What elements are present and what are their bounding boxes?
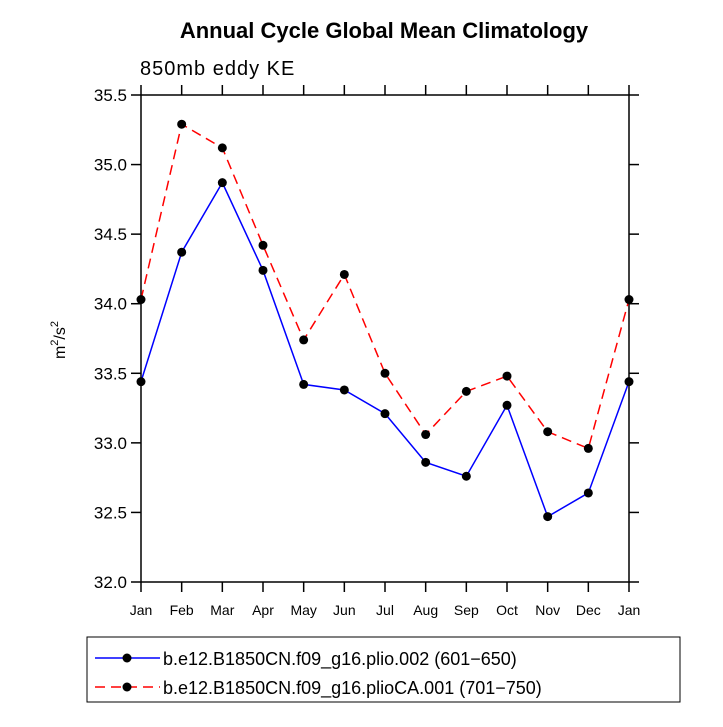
- x-tick-label: Sep: [454, 602, 479, 618]
- legend-label: b.e12.B1850CN.f09_g16.plio.002 (601−650): [163, 649, 517, 670]
- x-tick-label: May: [290, 602, 316, 618]
- y-tick-label: 33.0: [94, 434, 127, 453]
- plot-frame: [140, 94, 630, 583]
- x-tick-label: Jan: [130, 602, 153, 618]
- y-tick-label: 32.0: [94, 573, 127, 592]
- legend-box: [86, 636, 681, 703]
- y-tick-label: 35.0: [94, 156, 127, 175]
- x-tick-label: Oct: [496, 602, 518, 618]
- data-point: [380, 368, 390, 378]
- x-tick-label: Jan: [618, 602, 641, 618]
- series-layer: [136, 119, 634, 522]
- y-axis-ticks: [131, 94, 639, 583]
- y-axis-tick-labels: 32.0 32.5 33.0 33.5 34.0 34.5 35.0 35.5: [94, 86, 127, 592]
- series-1: [136, 178, 634, 522]
- legend-marker: [122, 682, 132, 692]
- x-tick-label: Mar: [210, 602, 234, 618]
- x-tick-label: Apr: [252, 602, 274, 618]
- data-point: [583, 488, 593, 498]
- x-tick-label: Dec: [576, 602, 601, 618]
- chart-subtitle: 850mb eddy KE: [140, 58, 295, 80]
- series-line: [140, 123, 630, 450]
- y-tick-label: 34.0: [94, 295, 127, 314]
- data-point: [380, 409, 390, 419]
- x-tick-label: Jun: [333, 602, 356, 618]
- data-point: [299, 335, 309, 345]
- data-point: [299, 379, 309, 389]
- legend-entry: b.e12.B1850CN.f09_g16.plio.002 (601−650): [95, 649, 517, 670]
- data-point: [624, 377, 634, 387]
- y-axis-label-exponent: 2: [49, 321, 61, 327]
- x-axis-ticks: [140, 85, 630, 592]
- data-point: [339, 385, 349, 395]
- data-point: [421, 430, 431, 440]
- y-tick-label: 33.5: [94, 364, 127, 383]
- y-axis-label: m2/s2: [49, 321, 69, 359]
- data-point: [339, 269, 349, 279]
- series-line: [140, 181, 630, 518]
- data-point: [136, 377, 146, 387]
- data-point: [502, 371, 512, 381]
- data-point: [624, 295, 634, 305]
- data-point: [421, 457, 431, 467]
- y-tick-label: 32.5: [94, 503, 127, 522]
- data-point: [136, 295, 146, 305]
- legend: b.e12.B1850CN.f09_g16.plio.002 (601−650)…: [86, 636, 681, 703]
- chart-title: Annual Cycle Global Mean Climatology: [180, 18, 589, 43]
- data-point: [177, 247, 187, 257]
- series-2: [136, 119, 634, 453]
- y-axis-label-separator: /s: [52, 327, 69, 339]
- data-point: [543, 512, 553, 522]
- data-point: [258, 240, 268, 250]
- x-tick-label: Nov: [535, 602, 560, 618]
- data-point: [217, 178, 227, 188]
- y-axis-label-exponent: 2: [49, 340, 61, 346]
- data-point: [258, 265, 268, 275]
- y-axis-label-base: m: [52, 346, 69, 359]
- y-tick-label: 35.5: [94, 86, 127, 105]
- x-tick-label: Jul: [376, 602, 394, 618]
- data-point: [543, 427, 553, 437]
- legend-marker: [122, 653, 132, 663]
- legend-entries: b.e12.B1850CN.f09_g16.plio.002 (601−650)…: [95, 649, 542, 699]
- data-point: [461, 471, 471, 481]
- legend-entry: b.e12.B1850CN.f09_g16.plioCA.001 (701−75…: [95, 678, 542, 699]
- x-tick-label: Feb: [170, 602, 194, 618]
- data-point: [461, 386, 471, 396]
- x-axis-tick-labels: Jan Feb Mar Apr May Jun Jul Aug Sep Oct Nov Dec Jan: [130, 602, 641, 618]
- y-tick-label: 34.5: [94, 225, 127, 244]
- data-point: [583, 443, 593, 453]
- x-tick-label: Aug: [413, 602, 438, 618]
- data-point: [177, 119, 187, 129]
- data-point: [502, 400, 512, 410]
- data-point: [217, 143, 227, 153]
- legend-label: b.e12.B1850CN.f09_g16.plioCA.001 (701−75…: [163, 678, 542, 699]
